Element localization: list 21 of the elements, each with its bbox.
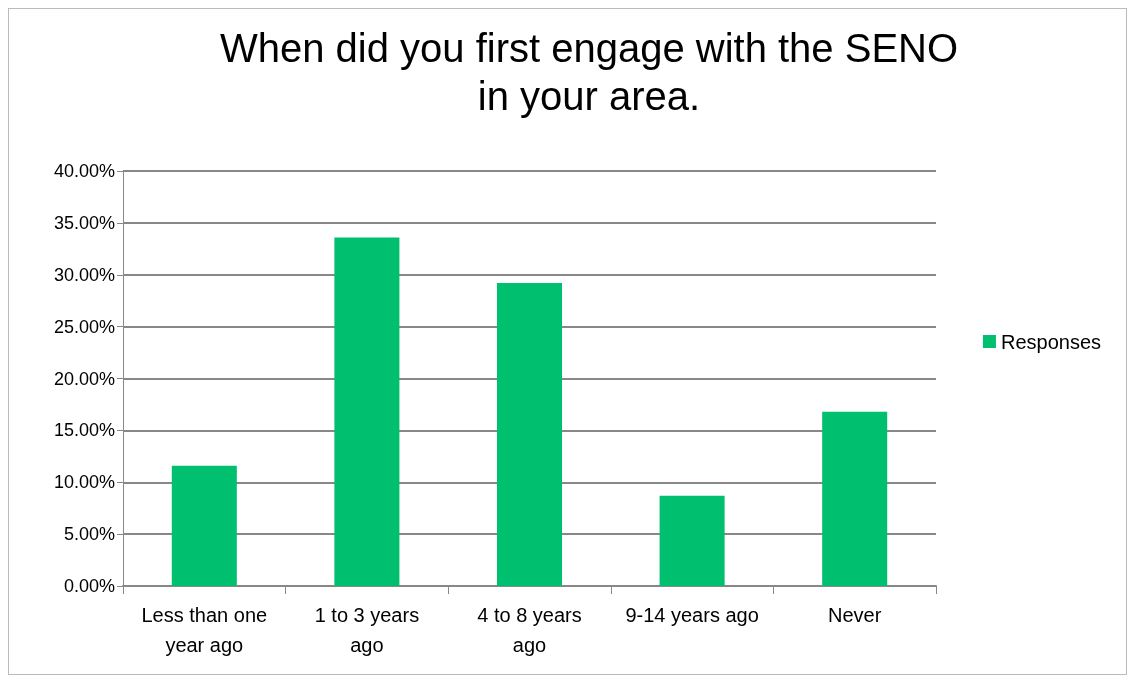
chart-title: When did you first engage with the SENO in your area. [219, 26, 959, 118]
bar [659, 495, 725, 586]
y-tick-label: 10.00% [53, 472, 115, 493]
x-tick-label: 4 to 8 years ago [477, 604, 582, 656]
bar [171, 465, 237, 586]
bar [822, 411, 888, 586]
y-tick-label: 30.00% [53, 264, 115, 285]
x-tick-label: 1 to 3 years ago [314, 604, 420, 656]
y-tick-label: 5.00% [63, 524, 115, 545]
y-tick-label: 35.00% [53, 212, 115, 233]
bar [496, 283, 563, 586]
y-tick-label: 40.00% [53, 161, 115, 181]
y-tick-label: 0.00% [63, 576, 115, 596]
legend-label: Responses [1000, 330, 1101, 353]
x-tick-label: Less than one year ago [141, 604, 268, 656]
y-tick-label: 25.00% [53, 316, 115, 337]
y-tick-label: 15.00% [53, 420, 115, 441]
y-tick-label: 20.00% [53, 368, 115, 389]
bar [334, 237, 400, 586]
x-tick-label: 9-14 years ago [625, 604, 759, 626]
x-tick-label: Never [828, 604, 882, 626]
